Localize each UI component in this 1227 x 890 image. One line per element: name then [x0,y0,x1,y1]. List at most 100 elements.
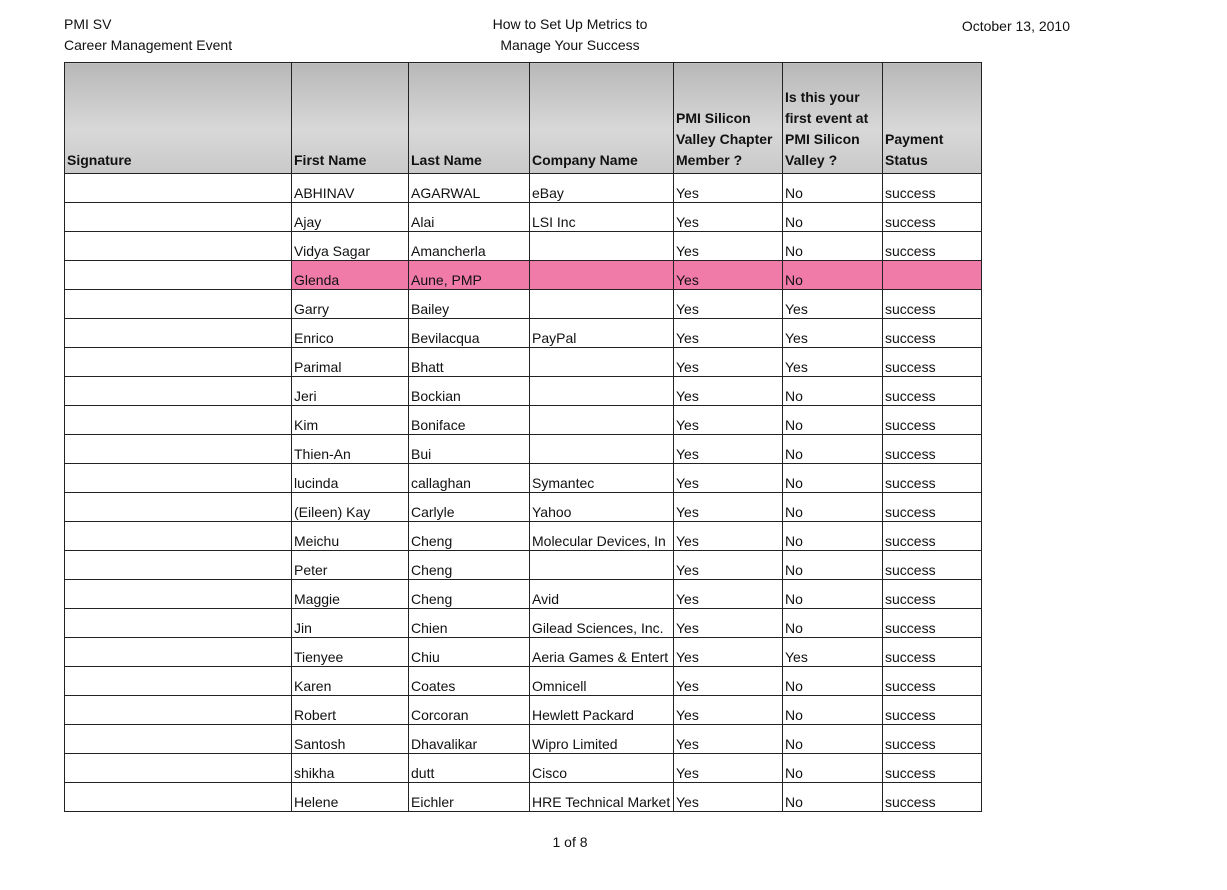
signature-cell [64,318,292,348]
cell: Yes [673,521,783,551]
cell: Aune, PMP [408,260,530,290]
signature-cell [64,202,292,232]
cell: Molecular Devices, In [529,521,674,551]
cell: Chien [408,608,530,638]
signature-cell [64,463,292,493]
cell: No [782,724,883,754]
cell: Wipro Limited [529,724,674,754]
cell: Maggie [291,579,409,609]
cell: Karen [291,666,409,696]
cell: success [882,376,982,406]
event: Career Management Event [64,37,233,53]
cell: No [782,550,883,580]
signature-cell [64,405,292,435]
signature-cell [64,608,292,638]
row: Peter Cheng Yes No success [64,550,982,580]
cell: success [882,434,982,464]
cell: Gilead Sciences, Inc. [529,608,674,638]
row: Thien-An Bui Yes No success [64,434,982,464]
cell: Thien-An [291,434,409,464]
cell: Yes [673,405,783,435]
cell: success [882,318,982,348]
cell: LSI Inc [529,202,674,232]
cell: Dhavalikar [408,724,530,754]
column-header: Last Name [408,62,530,174]
cell: eBay [529,173,674,203]
cell: No [782,260,883,290]
cell: Alai [408,202,530,232]
cell: (Eileen) Kay [291,492,409,522]
row: Parimal Bhatt Yes Yes success [64,347,982,377]
cell: Enrico [291,318,409,348]
signature-cell [64,579,292,609]
cell: Corcoran [408,695,530,725]
cell: Yes [673,579,783,609]
cell: No [782,666,883,696]
cell: Symantec [529,463,674,493]
cell: No [782,231,883,261]
cell: success [882,173,982,203]
cell: Yes [673,463,783,493]
signature-cell [64,376,292,406]
row: Meichu Cheng Molecular Devices, In Yes No suc… [64,521,982,551]
cell: success [882,608,982,638]
row: Helene Eichler HRE Technical Market Yes No su… [64,782,982,812]
cell [529,260,674,290]
cell: Yes [673,318,783,348]
cell: Bockian [408,376,530,406]
row: Robert Corcoran Hewlett Packard Yes No succes… [64,695,982,725]
cell: Coates [408,666,530,696]
cell: Garry [291,289,409,319]
cell: callaghan [408,463,530,493]
row: Maggie Cheng Avid Yes No success [64,579,982,609]
cell: No [782,608,883,638]
cell: Bhatt [408,347,530,377]
cell: Yes [673,695,783,725]
row: Garry Bailey Yes Yes success [64,289,982,319]
cell: Yes [782,318,883,348]
row: Kim Boniface Yes No success [64,405,982,435]
signin-table: Signature First Name Last Name Company Name… [64,62,982,812]
cell: HRE Technical Market [529,782,674,812]
date: October 13, 2010 [961,18,1070,34]
cell: success [882,579,982,609]
page-number: 1 of 8 [552,834,588,850]
cell: success [882,521,982,551]
cell: Vidya Sagar [291,231,409,261]
cell: success [882,666,982,696]
cell [529,231,674,261]
row: Tienyee Chiu Aeria Games & Entert Yes Yes suc… [64,637,982,667]
cell: No [782,173,883,203]
cell: success [882,492,982,522]
row: (Eileen) Kay Carlyle Yahoo Yes No success [64,492,982,522]
column-header: Company Name [529,62,674,174]
cell: Kim [291,405,409,435]
cell: Jeri [291,376,409,406]
cell: Yes [673,666,783,696]
row: lucinda callaghan Symantec Yes No success [64,463,982,493]
row: Jin Chien Gilead Sciences, Inc. Yes No succes… [64,608,982,638]
cell: No [782,405,883,435]
cell [882,260,982,290]
cell: Boniface [408,405,530,435]
cell: Yahoo [529,492,674,522]
cell: Santosh [291,724,409,754]
cell: AGARWAL [408,173,530,203]
cell [529,289,674,319]
cell: success [882,782,982,812]
cell: Yes [673,231,783,261]
row: shikha dutt Cisco Yes No success [64,753,982,783]
cell: Eichler [408,782,530,812]
cell: Glenda [291,260,409,290]
row: Karen Coates Omnicell Yes No success [64,666,982,696]
cell: success [882,695,982,725]
signature-cell [64,260,292,290]
cell: Avid [529,579,674,609]
cell: success [882,347,982,377]
signature-cell [64,434,292,464]
cell: success [882,550,982,580]
cell: success [882,724,982,754]
row: Jeri Bockian Yes No success [64,376,982,406]
row: Ajay Alai LSI Inc Yes No success [64,202,982,232]
